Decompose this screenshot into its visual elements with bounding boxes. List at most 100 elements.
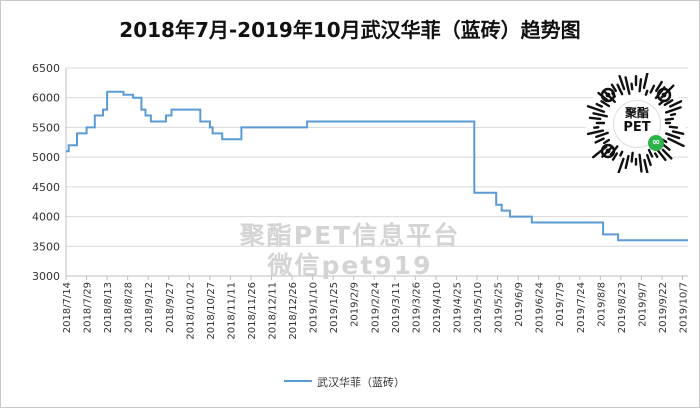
- qr-finder-dot: [661, 92, 667, 98]
- qr-ray: [661, 148, 673, 160]
- x-tick-label: 2018/9/12: [144, 282, 155, 333]
- x-tick-label: 2019/9/22: [658, 282, 669, 333]
- qr-ray: [616, 83, 624, 96]
- y-tick-label: 5500: [32, 121, 60, 134]
- chart-title: 2018年7月-2019年10月武汉华菲（蓝砖）趋势图: [119, 18, 581, 42]
- qr-ray: [610, 83, 617, 93]
- qr-ray: [647, 148, 654, 158]
- qr-ray: [624, 154, 630, 170]
- qr-ray: [653, 152, 659, 159]
- x-tick-label: 2018/8/28: [124, 282, 135, 333]
- x-tick-label: 2019/3/26: [411, 282, 422, 333]
- qr-ray: [665, 106, 682, 114]
- qr-ray: [669, 112, 677, 117]
- qr-ray: [664, 117, 675, 121]
- x-tick-label: 2018/7/14: [62, 282, 73, 333]
- x-tick-label: 2018/12/11: [268, 282, 279, 340]
- x-tick-label: 2019/8/8: [596, 282, 607, 327]
- x-axis: 2018/7/14 2018/7/29 2018/8/13 2018/8/28 2018…: [62, 275, 690, 340]
- y-tick-label: 3000: [32, 270, 60, 283]
- qr-ray: [600, 100, 611, 108]
- x-tick-label: 2019/10/7: [679, 282, 690, 333]
- qr-ray: [591, 145, 608, 159]
- y-tick-label: 6000: [32, 92, 60, 105]
- x-tick-label: 2019/9/7: [637, 282, 648, 327]
- qr-ray: [671, 130, 685, 135]
- qr-finder: [600, 87, 616, 103]
- x-tick-label: 2019/1/25: [329, 282, 340, 333]
- y-tick-label: 6500: [32, 62, 60, 75]
- legend-label: 武汉华菲（蓝砖）: [317, 376, 405, 389]
- qr-ray: [661, 142, 671, 151]
- x-tick-label: 2019/2/24: [370, 282, 381, 333]
- qr-ray: [594, 137, 605, 144]
- qr-ray: [630, 151, 634, 163]
- x-tick-label: 2019/5/10: [473, 282, 484, 333]
- qr-ray: [638, 153, 643, 173]
- x-tick-label: 2018/11/11: [226, 282, 237, 340]
- watermark-line-1: 聚酯PET信息平台: [239, 221, 461, 250]
- y-axis: 3000 3500 4000 4500 5000 5500 6000 6500: [32, 62, 67, 283]
- x-tick-label: 2019/2/9: [350, 282, 361, 327]
- qr-ray: [588, 116, 602, 121]
- x-tick-label: 2018/10/27: [206, 282, 217, 340]
- x-tick-label: 2019/1/10: [309, 282, 320, 333]
- x-tick-label: 2019/4/10: [432, 282, 443, 333]
- x-tick-label: 2019/6/9: [514, 282, 525, 327]
- gridlines: [66, 67, 688, 277]
- qr-finder-dot: [605, 148, 611, 154]
- qr-ray: [617, 157, 625, 173]
- x-tick-label: 2018/9/27: [165, 282, 176, 333]
- series-layer: [66, 90, 688, 242]
- qr-ray: [586, 105, 606, 113]
- qr-finder: [600, 143, 616, 159]
- qr-ray: [643, 158, 649, 173]
- qr-ray: [665, 132, 681, 140]
- link-icon: ∞: [648, 135, 664, 151]
- qr-ray: [638, 78, 643, 93]
- qr-ray: [595, 131, 609, 139]
- x-tick-label: 2018/8/13: [103, 282, 114, 333]
- x-tick-label: 2019/3/11: [391, 282, 402, 333]
- qr-badge-line-2: PET: [623, 120, 651, 135]
- qr-finder: [656, 87, 672, 103]
- qr-pattern-icon: [586, 73, 685, 173]
- mini-program-code[interactable]: 聚酯 PET ∞: [586, 73, 686, 173]
- x-tick-label: 2019/7/9: [555, 282, 566, 327]
- qr-ray: [602, 138, 611, 145]
- qr-ray: [644, 89, 649, 96]
- qr-center-badge: 聚酯 PET: [613, 100, 661, 148]
- y-tick-label: 4000: [32, 211, 60, 224]
- qr-ray: [619, 150, 624, 157]
- qr-ray: [624, 76, 631, 95]
- qr-ray: [663, 99, 674, 107]
- y-tick-label: 5000: [32, 151, 60, 164]
- qr-ray: [618, 74, 626, 91]
- qr-ray: [592, 112, 608, 118]
- x-tick-label: 2018/11/26: [247, 282, 258, 340]
- x-tick-label: 2018/7/29: [83, 282, 94, 333]
- qr-ray: [668, 125, 679, 129]
- qr-badge-line-1: 聚酯: [624, 106, 649, 120]
- x-tick-label: 2018/10/12: [185, 282, 196, 340]
- qr-finder-dot: [605, 92, 611, 98]
- qr-ray: [586, 129, 605, 136]
- qr-ray: [669, 100, 683, 108]
- qr-ray: [630, 82, 634, 91]
- x-tick-label: 2019/4/25: [452, 282, 463, 333]
- qr-ray: [642, 73, 649, 90]
- qr-ray: [649, 84, 656, 94]
- y-tick-label: 3500: [32, 240, 60, 253]
- qr-ray: [611, 152, 619, 161]
- qr-ray: [595, 102, 603, 108]
- watermark-line-2: 微信pet919: [267, 251, 433, 280]
- qr-ray: [667, 137, 685, 148]
- qr-ray: [655, 80, 663, 93]
- series-line: [66, 90, 688, 242]
- x-tick-label: 2019/5/25: [494, 282, 505, 333]
- qr-ray: [646, 153, 652, 167]
- x-tick-label: 2018/12/26: [288, 282, 299, 340]
- x-tick-label: 2019/6/24: [535, 282, 546, 333]
- x-tick-label: 2019/7/24: [576, 282, 587, 333]
